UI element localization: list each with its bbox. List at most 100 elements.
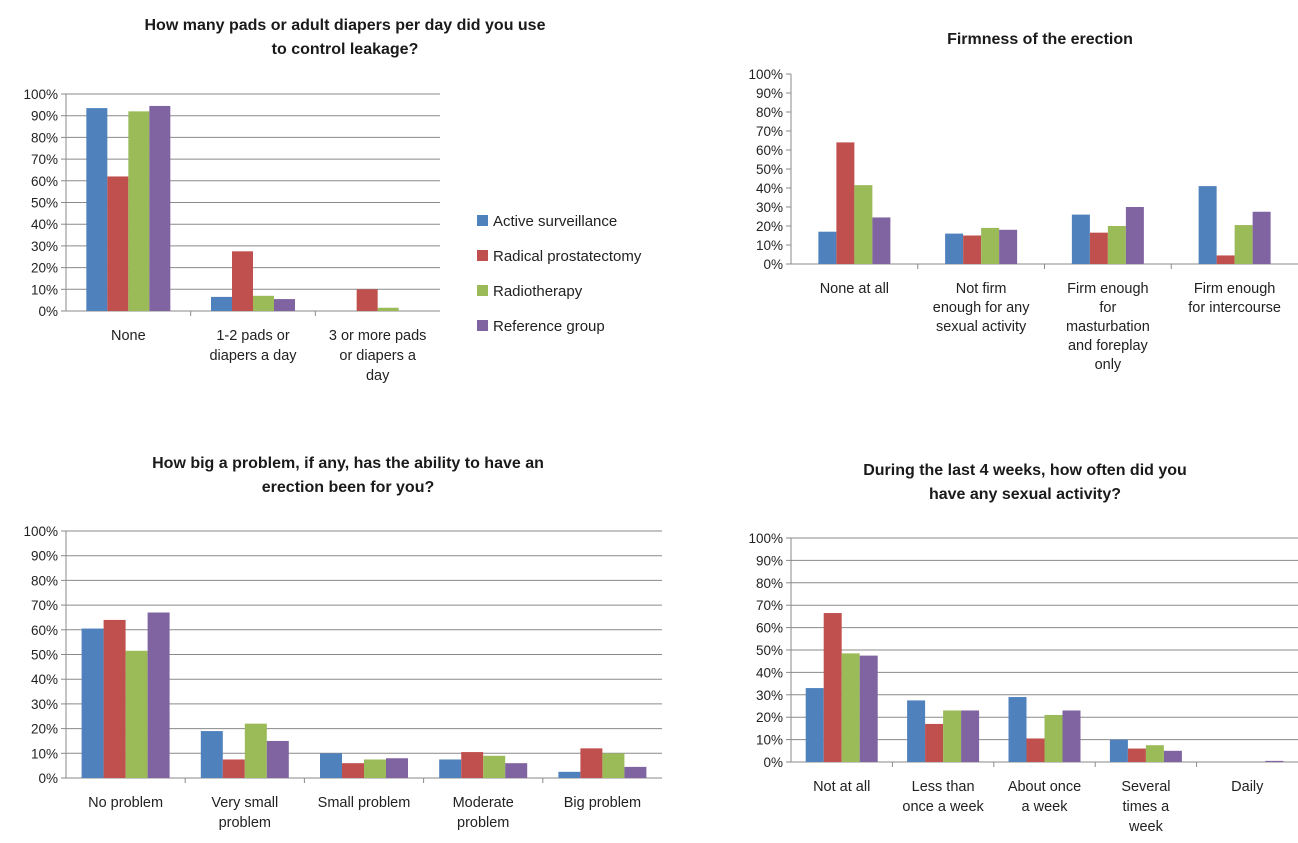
bar: [1265, 760, 1284, 762]
category-label: Less than: [912, 779, 975, 795]
bar: [1026, 738, 1045, 762]
category-label: Very small: [211, 795, 278, 811]
category-label: None at all: [820, 281, 889, 297]
bar: [1044, 714, 1063, 762]
y-tick-label: 70%: [756, 124, 783, 139]
bar: [149, 105, 171, 311]
y-tick-label: 60%: [756, 621, 783, 636]
bar: [364, 759, 386, 778]
category-label: Daily: [1231, 779, 1264, 795]
category-label: Moderate: [453, 795, 514, 811]
bar: [266, 740, 289, 778]
y-tick-label: 50%: [756, 643, 783, 658]
chart-erection-problem: How big a problem, if any, has the abili…: [23, 455, 662, 831]
bar: [836, 142, 855, 264]
bar: [483, 755, 506, 778]
bar: [320, 753, 342, 778]
bar: [823, 613, 842, 762]
y-tick-label: 100%: [748, 531, 783, 546]
bar: [1234, 225, 1253, 264]
y-tick-label: 10%: [756, 238, 783, 253]
chart-sexual-activity-frequency: During the last 4 weeks, how often did y…: [748, 462, 1298, 835]
bar: [386, 758, 408, 778]
category-label: or diapers a: [339, 348, 417, 364]
bar: [1062, 710, 1081, 762]
bar: [211, 296, 232, 311]
y-tick-label: 50%: [756, 162, 783, 177]
category-label: times a: [1123, 799, 1171, 815]
y-tick-label: 0%: [763, 755, 783, 770]
y-tick-label: 10%: [756, 733, 783, 748]
bar: [1127, 748, 1146, 762]
chart-title-line: erection been for you?: [262, 479, 434, 496]
bar: [107, 176, 129, 311]
bar: [1107, 226, 1126, 264]
y-tick-label: 20%: [31, 722, 58, 737]
y-tick-label: 30%: [756, 688, 783, 703]
y-tick-label: 0%: [38, 304, 58, 319]
bar: [274, 299, 295, 311]
y-tick-label: 20%: [756, 219, 783, 234]
bar: [147, 612, 170, 778]
bar: [999, 229, 1018, 264]
category-label: Not firm: [956, 281, 1007, 297]
bar: [86, 108, 108, 311]
bar: [841, 653, 860, 762]
y-tick-label: 10%: [31, 746, 58, 761]
y-tick-label: 90%: [31, 549, 58, 564]
category-label: masturbation: [1066, 319, 1150, 335]
bar: [244, 723, 267, 778]
y-tick-label: 50%: [31, 196, 58, 211]
y-tick-label: 90%: [756, 86, 783, 101]
category-label: a week: [1022, 799, 1069, 815]
chart-title-line: have any sexual activity?: [929, 486, 1121, 503]
legend-swatch: [477, 215, 488, 226]
bar: [872, 217, 891, 264]
bar: [624, 766, 647, 778]
chart-title-line: to control leakage?: [272, 41, 419, 58]
category-label: Firm enough: [1194, 281, 1275, 297]
y-tick-label: 0%: [763, 257, 783, 272]
y-tick-label: 60%: [31, 623, 58, 638]
legend-swatch: [477, 320, 488, 331]
category-label: week: [1128, 819, 1164, 835]
y-tick-label: 20%: [756, 710, 783, 725]
chart-title-line: During the last 4 weeks, how often did y…: [863, 462, 1187, 479]
bar: [805, 688, 824, 762]
category-label: diapers a day: [209, 348, 297, 364]
y-tick-label: 90%: [756, 553, 783, 568]
bar: [1198, 186, 1217, 264]
bar: [963, 235, 982, 264]
y-tick-label: 30%: [31, 697, 58, 712]
bar: [602, 753, 625, 778]
y-tick-label: 40%: [756, 181, 783, 196]
bar: [128, 111, 150, 311]
y-tick-label: 60%: [31, 174, 58, 189]
bar: [961, 710, 980, 762]
chart-title-line: How many pads or adult diapers per day d…: [145, 17, 546, 34]
category-label: Small problem: [318, 795, 411, 811]
category-label: problem: [219, 815, 271, 831]
y-tick-label: 50%: [31, 648, 58, 663]
bar: [232, 251, 253, 311]
y-tick-label: 100%: [23, 524, 58, 539]
legend-entry: Reference group: [493, 318, 605, 335]
chart-pads-per-day: How many pads or adult diapers per day d…: [23, 17, 545, 384]
bar: [854, 185, 873, 264]
legend-entry: Radiotherapy: [493, 283, 583, 300]
category-label: Several: [1121, 779, 1170, 795]
bar: [125, 650, 148, 778]
bar: [1008, 697, 1027, 762]
bar: [1089, 232, 1108, 264]
y-tick-label: 30%: [756, 200, 783, 215]
category-label: Big problem: [564, 795, 641, 811]
bar: [945, 233, 964, 264]
category-label: 1-2 pads or: [216, 328, 290, 344]
legend: Active surveillance Radical prostatectomy…: [477, 213, 642, 335]
category-label: day: [366, 368, 390, 384]
category-label: for intercourse: [1188, 300, 1281, 316]
bar: [439, 759, 462, 778]
chart-erection-firmness: Firmness of the erection 0% 10% 20% 30% 40% 50…: [748, 31, 1298, 373]
bar: [818, 231, 837, 264]
